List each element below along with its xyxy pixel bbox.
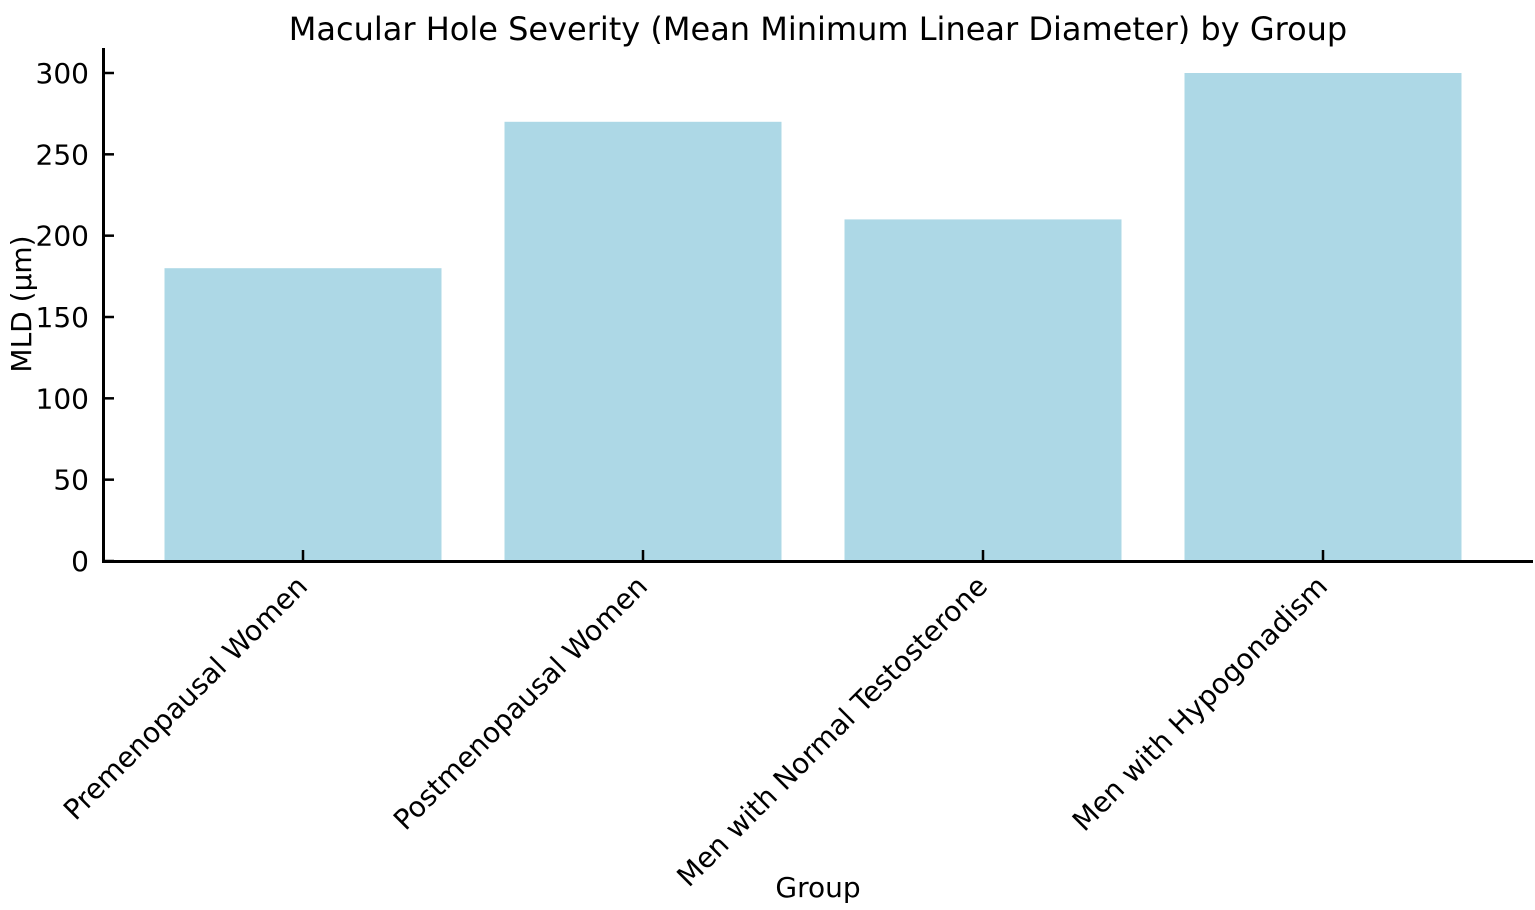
y-tick-label: 200 (36, 220, 89, 253)
plot-area: 0 50 100 150 200 250 300 Premenopausal Women Pos… (36, 48, 1533, 893)
y-tick-label: 0 (71, 545, 89, 578)
x-tick-label: Men with Normal Testosterone (670, 570, 994, 894)
bar-premenopausal-women (164, 268, 442, 561)
x-axis-label: Group (775, 871, 860, 904)
x-tick-label: Premenopausal Women (57, 570, 314, 827)
chart-title: Macular Hole Severity (Mean Minimum Line… (289, 10, 1347, 48)
bar-men-with-hypogonadism (1184, 73, 1462, 561)
y-tick-label: 250 (36, 138, 89, 171)
y-tick-label: 50 (53, 464, 89, 497)
x-tick-label: Postmenopausal Women (387, 570, 654, 837)
y-tick-label: 300 (36, 57, 89, 90)
bar-men-with-normal-testosterone (844, 219, 1122, 561)
x-tick-label: Men with Hypogonadism (1066, 570, 1334, 838)
y-axis-label: MLD (μm) (5, 235, 38, 372)
y-tick-label: 100 (36, 382, 89, 415)
y-tick-label: 150 (36, 301, 89, 334)
bar-postmenopausal-women (504, 121, 782, 562)
